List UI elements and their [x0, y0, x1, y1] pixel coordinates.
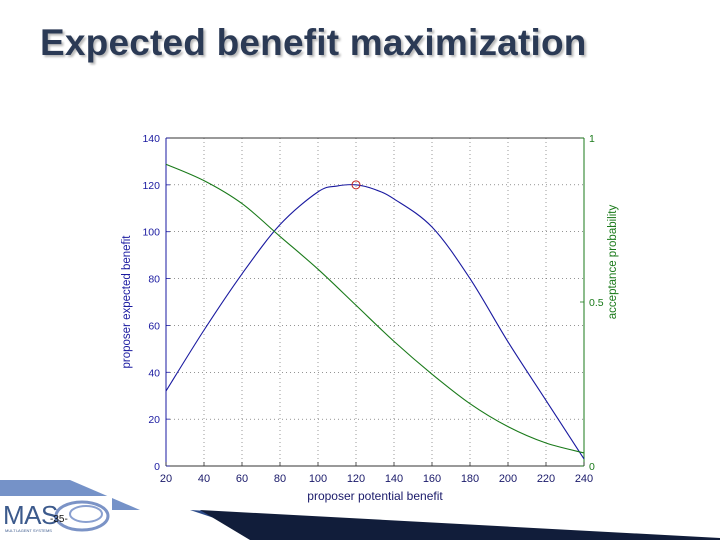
max-marker: [351, 180, 361, 190]
x-tick-label: 200: [499, 473, 517, 485]
x-tick-label: 160: [423, 473, 441, 485]
y-left-tick-label: 140: [142, 133, 160, 145]
x-tick-label: 60: [236, 473, 248, 485]
series-line-expected-benefit: [165, 184, 585, 460]
chart-figure: 20 40 60 80 100 120 140 160 180 200 220 240 0 20 40 60 8…: [94, 106, 632, 510]
chart-svg: 20 40 60 80 100 120 140 160 180 200 220 24002040608…: [121, 133, 619, 503]
y-right-tick-label: 1: [589, 133, 595, 145]
page-number: -35-: [50, 514, 68, 525]
y-left-tick-label: 40: [148, 367, 160, 379]
mas-logo: MAS MULTI-AGENT SYSTEMS: [0, 496, 112, 540]
x-tick-label: 180: [461, 473, 479, 485]
x-tick-label: 100: [309, 473, 327, 485]
x-tick-label: 220: [537, 473, 555, 485]
logo-subtitle: MULTI-AGENT SYSTEMS: [5, 528, 52, 533]
logo-swirl-icon: [54, 500, 110, 532]
x-tick-label: 40: [198, 473, 210, 485]
x-tick-label: 80: [274, 473, 286, 485]
y-left-tick-label: 20: [148, 414, 160, 426]
x-axis-label: proposer potential benefit: [307, 489, 443, 503]
logo-text: MAS: [3, 500, 58, 530]
x-tick-label: 140: [385, 473, 403, 485]
y-right-tick-label: 0.5: [589, 297, 604, 309]
x-tick-label: 240: [575, 473, 593, 485]
y-right-axis-label: acceptance probability: [607, 205, 619, 320]
series-line-acceptance-probability: [165, 163, 585, 454]
slide-title: Expected benefit maximization: [40, 22, 587, 63]
x-tick-label: 20: [160, 473, 172, 485]
x-tick-label: 120: [347, 473, 365, 485]
y-left-tick-label: 80: [148, 274, 160, 286]
y-left-tick-label: 60: [148, 320, 160, 332]
y-left-tick-label: 0: [154, 461, 160, 473]
y-right-tick-label: 0: [589, 461, 595, 473]
y-left-axis-label: proposer expected benefit: [121, 235, 133, 369]
y-left-tick-label: 100: [142, 227, 160, 239]
y-left-tick-label: 120: [142, 180, 160, 192]
